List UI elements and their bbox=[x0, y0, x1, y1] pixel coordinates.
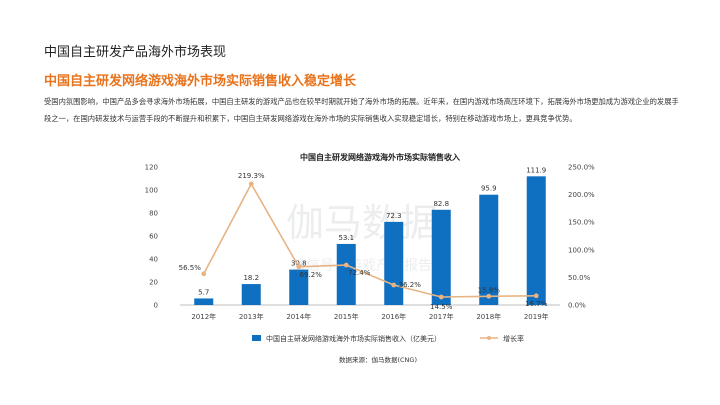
legend-bar-swatch bbox=[252, 335, 261, 341]
right-tick-label: 200.0% bbox=[568, 191, 595, 199]
growth-point-label: 14.5% bbox=[430, 303, 453, 311]
chart-title: 中国自主研发网络游戏海外市场实际销售收入 bbox=[300, 152, 460, 162]
x-tick-label: 2015年 bbox=[334, 312, 359, 321]
section-title: 中国自主研发产品海外市场表现 bbox=[44, 45, 227, 60]
revenue-bar bbox=[241, 284, 261, 305]
growth-point-label: 219.3% bbox=[238, 172, 265, 180]
growth-point-label: 36.2% bbox=[399, 281, 422, 289]
revenue-bar bbox=[479, 194, 499, 305]
revenue-bar bbox=[194, 298, 214, 305]
left-tick-label: 60 bbox=[149, 233, 158, 241]
revenue-bar-label: 5.7 bbox=[198, 288, 209, 296]
growth-point bbox=[343, 262, 349, 268]
revenue-bar-label: 53.1 bbox=[338, 234, 354, 242]
left-tick-label: 100 bbox=[145, 187, 158, 195]
revenue-bar bbox=[289, 269, 309, 305]
growth-point-label: 56.5% bbox=[179, 264, 202, 272]
growth-point bbox=[438, 294, 444, 300]
right-tick-label: 100.0% bbox=[568, 246, 595, 254]
x-tick-label: 2016年 bbox=[381, 312, 406, 321]
growth-point bbox=[391, 282, 397, 288]
revenue-bar-label: 72.3 bbox=[386, 212, 402, 220]
x-axis-categories: 2012年 2013年 2014年 2015年 2016年 2017年 2018年 2019年 bbox=[191, 312, 548, 321]
revenue-bar-label: 111.9 bbox=[526, 166, 546, 174]
headline: 中国自主研发网络游戏海外市场实际销售收入稳定增长 bbox=[44, 74, 357, 89]
right-tick-label: 50.0% bbox=[568, 274, 591, 282]
x-tick-label: 2012年 bbox=[191, 312, 216, 321]
revenue-bar bbox=[431, 209, 451, 305]
bar-series: 5.7 18.2 30.8 53.1 72.3 82.8 95.9 111.9 bbox=[194, 166, 546, 305]
growth-point bbox=[533, 293, 539, 299]
growth-line-series: 56.5% 219.3% 69.2% 72.4% 36.2% 14.5% 15.8% 16.7… bbox=[179, 172, 548, 311]
right-tick-label: 150.0% bbox=[568, 219, 595, 227]
growth-point bbox=[296, 264, 302, 270]
revenue-bar bbox=[526, 176, 546, 305]
x-tick-label: 2013年 bbox=[239, 312, 264, 321]
right-tick-label: 0.0% bbox=[568, 302, 586, 310]
growth-point-label: 72.4% bbox=[348, 269, 371, 277]
left-tick-label: 80 bbox=[149, 210, 158, 218]
x-tick-label: 2014年 bbox=[286, 312, 311, 321]
left-axis-ticks: 0 20 40 60 80 100 120 bbox=[145, 164, 158, 310]
right-tick-label: 250.0% bbox=[568, 164, 595, 172]
growth-point-label: 16.7% bbox=[525, 300, 548, 308]
legend: 中国自主研发网络游戏海外市场实际销售收入（亿美元） 增长率 bbox=[252, 334, 524, 343]
watermark-main: 伽马数据 bbox=[286, 201, 438, 245]
left-tick-label: 40 bbox=[149, 256, 158, 264]
growth-line bbox=[203, 182, 537, 298]
left-tick-label: 120 bbox=[145, 164, 158, 172]
legend-bar-label: 中国自主研发网络游戏海外市场实际销售收入（亿美元） bbox=[266, 334, 441, 343]
left-tick-label: 0 bbox=[154, 302, 158, 310]
revenue-bar-label: 18.2 bbox=[243, 274, 259, 282]
left-tick-label: 20 bbox=[149, 279, 158, 287]
revenue-bar-label: 30.8 bbox=[291, 260, 307, 268]
revenue-bar-label: 95.9 bbox=[481, 185, 497, 193]
x-tick-label: 2018年 bbox=[476, 312, 501, 321]
source-note: 数据来源：伽马数据(CNG) bbox=[339, 355, 417, 364]
revenue-bar bbox=[384, 221, 404, 305]
legend-line-marker bbox=[487, 336, 491, 340]
legend-line-label: 增长率 bbox=[503, 334, 524, 343]
growth-point bbox=[486, 293, 492, 299]
intro-paragraph: 受国内氛围影响，中国产品多会寻求海外市场拓展，中国自主研发的游戏产品也在较早时期… bbox=[44, 97, 679, 123]
revenue-bar bbox=[336, 243, 356, 305]
growth-point bbox=[201, 271, 207, 277]
growth-point bbox=[248, 181, 254, 187]
x-tick-label: 2017年 bbox=[429, 312, 454, 321]
growth-point-label: 69.2% bbox=[300, 271, 323, 279]
revenue-bar-label: 82.8 bbox=[433, 200, 449, 208]
right-axis-ticks: 0.0% 50.0% 100.0% 150.0% 200.0% 250.0% bbox=[568, 164, 595, 310]
x-tick-label: 2019年 bbox=[524, 312, 549, 321]
growth-point-label: 15.8% bbox=[478, 286, 501, 294]
